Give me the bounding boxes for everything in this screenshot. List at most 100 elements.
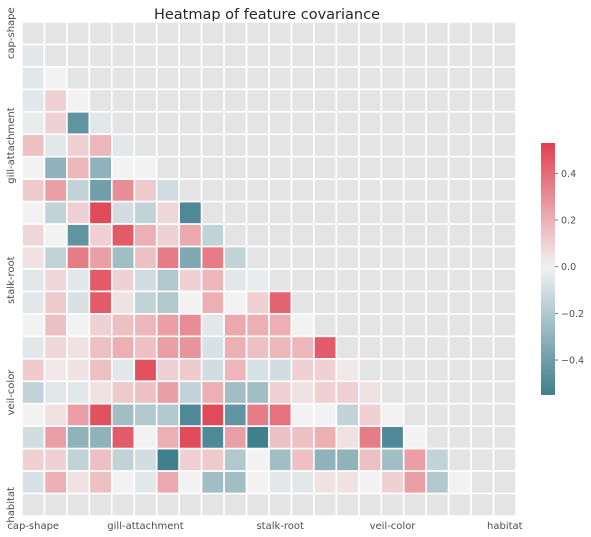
masked-cell — [402, 223, 427, 248]
heatmap-cell — [268, 425, 293, 450]
masked-cell — [290, 492, 315, 517]
masked-cell — [223, 66, 248, 91]
heatmap-cell — [43, 447, 68, 472]
heatmap-cell — [133, 178, 158, 203]
masked-cell — [358, 223, 383, 248]
heatmap-cell — [21, 88, 46, 113]
heatmap-cell — [133, 290, 158, 315]
x-tick-label: gill-attachment — [107, 521, 183, 532]
heatmap-cell — [133, 223, 158, 248]
masked-cell — [402, 200, 427, 225]
heatmap-cell — [133, 155, 158, 180]
heatmap-cell — [111, 290, 136, 315]
heatmap-cell — [200, 245, 225, 270]
masked-cell — [245, 21, 270, 46]
masked-cell — [133, 88, 158, 113]
heatmap-cell — [21, 313, 46, 338]
heatmap-cell — [178, 358, 203, 383]
masked-cell — [402, 290, 427, 315]
masked-cell — [402, 66, 427, 91]
x-tick-labels: cap-shape gill-attachment stalk-root veil-c… — [7, 521, 522, 532]
masked-cell — [335, 290, 360, 315]
heatmap-cell — [335, 358, 360, 383]
heatmap-cell — [111, 425, 136, 450]
masked-cell — [470, 200, 495, 225]
heatmap-cell — [178, 313, 203, 338]
heatmap-cell — [200, 447, 225, 472]
masked-cell — [335, 88, 360, 113]
heatmap-cell — [223, 470, 248, 495]
masked-cell — [358, 313, 383, 338]
masked-cell — [380, 268, 405, 293]
masked-cell — [268, 155, 293, 180]
masked-cell — [447, 492, 472, 517]
masked-cell — [470, 358, 495, 383]
masked-cell — [492, 88, 517, 113]
heatmap-cell — [88, 268, 113, 293]
masked-cell — [447, 66, 472, 91]
heatmap-cell — [223, 358, 248, 383]
heatmap-cell — [66, 200, 91, 225]
masked-cell — [492, 21, 517, 46]
masked-cell — [358, 133, 383, 158]
heatmap-cell — [43, 88, 68, 113]
heatmap-cell — [223, 245, 248, 270]
masked-cell — [335, 335, 360, 360]
masked-cell — [492, 470, 517, 495]
heatmap-cell — [155, 268, 180, 293]
heatmap-cell — [88, 470, 113, 495]
masked-cell — [470, 223, 495, 248]
masked-cell — [223, 492, 248, 517]
masked-cell — [380, 335, 405, 360]
heatmap-cell — [88, 223, 113, 248]
masked-cell — [380, 290, 405, 315]
heatmap-cell — [268, 358, 293, 383]
heatmap-cell — [66, 447, 91, 472]
masked-cell — [245, 178, 270, 203]
masked-cell — [290, 268, 315, 293]
masked-cell — [268, 200, 293, 225]
heatmap-cell — [133, 358, 158, 383]
colorbar-tick-label: −0.4 — [561, 356, 584, 367]
heatmap-cell — [335, 447, 360, 472]
masked-cell — [492, 358, 517, 383]
heatmap-cell — [133, 245, 158, 270]
masked-cell — [358, 492, 383, 517]
heatmap-cell — [245, 447, 270, 472]
heatmap-cell — [21, 290, 46, 315]
heatmap-cell — [66, 268, 91, 293]
masked-cell — [402, 335, 427, 360]
masked-cell — [380, 223, 405, 248]
heatmap-cell — [43, 470, 68, 495]
masked-cell — [335, 178, 360, 203]
heatmap-cell — [223, 402, 248, 427]
masked-cell — [268, 21, 293, 46]
masked-cell — [470, 268, 495, 293]
heatmap-cell — [66, 380, 91, 405]
masked-cell — [335, 492, 360, 517]
masked-cell — [155, 43, 180, 68]
masked-cell — [447, 313, 472, 338]
heatmap-cell — [155, 245, 180, 270]
colorbar: 0.4 0.2 0.0 −0.2 −0.4 — [541, 143, 584, 395]
heatmap-cell — [335, 470, 360, 495]
heatmap-cell — [66, 223, 91, 248]
heatmap-cell — [200, 335, 225, 360]
heatmap-cell — [178, 268, 203, 293]
masked-cell — [111, 492, 136, 517]
heatmap-cell — [178, 380, 203, 405]
heatmap-cell — [200, 380, 225, 405]
masked-cell — [470, 133, 495, 158]
heatmap-cell — [380, 402, 405, 427]
masked-cell — [492, 380, 517, 405]
heatmap-cell — [111, 380, 136, 405]
masked-cell — [492, 200, 517, 225]
heatmap-cell — [43, 425, 68, 450]
heatmap-cell — [43, 66, 68, 91]
heatmap-cell — [133, 402, 158, 427]
masked-cell — [223, 21, 248, 46]
heatmap-cell — [133, 200, 158, 225]
heatmap-cell — [313, 447, 338, 472]
heatmap-cell — [133, 447, 158, 472]
masked-cell — [492, 223, 517, 248]
